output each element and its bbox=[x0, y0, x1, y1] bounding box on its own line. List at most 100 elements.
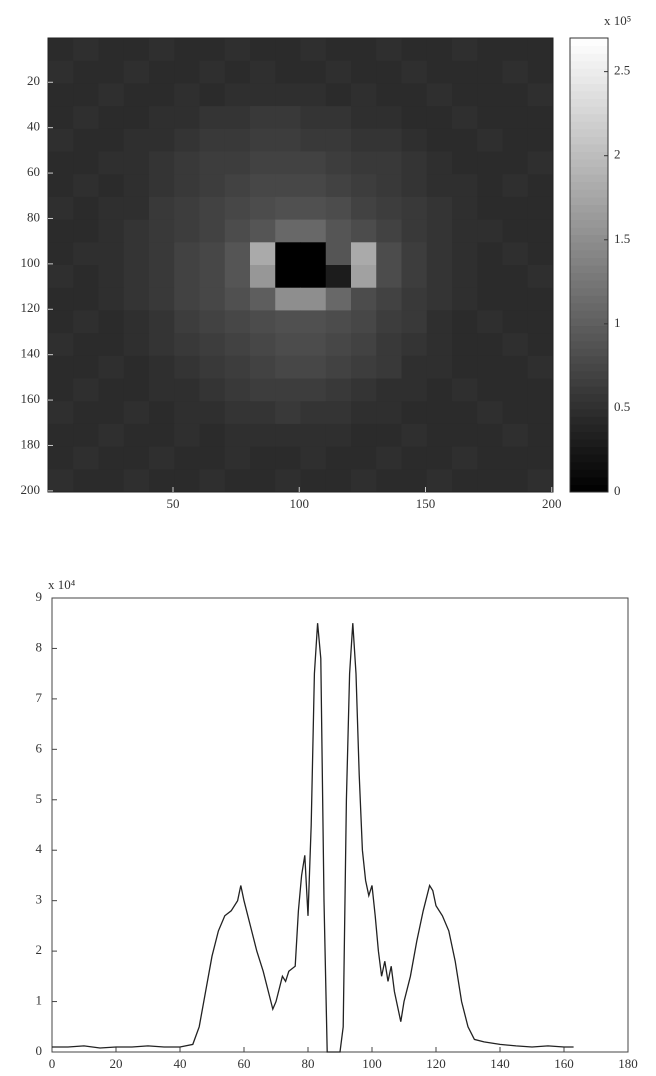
colorbar-step bbox=[570, 310, 608, 319]
heat-cell bbox=[199, 401, 226, 425]
y-tick-label: 0 bbox=[36, 1043, 43, 1058]
heat-cell bbox=[199, 38, 226, 62]
heat-cell bbox=[149, 287, 175, 311]
heat-cell bbox=[250, 355, 276, 379]
heat-cell bbox=[174, 106, 200, 130]
heat-cell bbox=[502, 355, 529, 379]
x-tick-label: 160 bbox=[554, 1056, 574, 1071]
colorbar-step bbox=[570, 181, 608, 190]
heat-cell bbox=[250, 333, 276, 357]
heat-cell bbox=[123, 174, 150, 198]
heat-cell bbox=[73, 333, 99, 357]
heat-cell bbox=[275, 310, 301, 334]
heat-cell bbox=[149, 378, 175, 402]
colorbar-step bbox=[570, 454, 608, 463]
heat-cell bbox=[123, 446, 150, 470]
heat-cell bbox=[98, 378, 125, 402]
heat-cell bbox=[174, 151, 200, 175]
colorbar-step bbox=[570, 204, 608, 213]
y-tick-label: 120 bbox=[21, 300, 41, 315]
heat-cell bbox=[300, 196, 327, 221]
heat-cell bbox=[123, 38, 150, 62]
heat-cell bbox=[351, 333, 377, 357]
heat-cell bbox=[275, 287, 301, 311]
heat-cell bbox=[73, 219, 99, 243]
heat-cell bbox=[477, 378, 503, 402]
y-tick-label: 60 bbox=[27, 164, 40, 179]
heat-cell bbox=[477, 265, 503, 289]
heat-cell bbox=[224, 378, 251, 402]
heat-cell bbox=[502, 401, 529, 425]
heat-cell bbox=[351, 310, 377, 334]
heat-cell bbox=[224, 446, 251, 470]
heat-cell bbox=[401, 196, 428, 221]
heat-cell bbox=[325, 242, 352, 266]
heat-cell bbox=[527, 401, 554, 425]
heat-cell bbox=[275, 401, 301, 425]
heat-cell bbox=[123, 196, 150, 221]
x-tick-label: 80 bbox=[302, 1056, 315, 1071]
heat-cell bbox=[123, 469, 150, 493]
colorbar-step bbox=[570, 416, 608, 425]
heat-cell bbox=[502, 83, 529, 107]
heat-cell bbox=[275, 196, 301, 221]
heat-cell bbox=[73, 83, 99, 107]
heat-cell bbox=[98, 174, 125, 198]
colorbar-step bbox=[570, 363, 608, 372]
heat-cell bbox=[502, 333, 529, 357]
heat-cell bbox=[250, 151, 276, 175]
heat-cell bbox=[48, 265, 74, 289]
heat-cell bbox=[250, 423, 276, 448]
y-tick-label: 5 bbox=[36, 791, 43, 806]
heat-cell bbox=[426, 423, 453, 448]
heat-cell bbox=[452, 378, 478, 402]
heat-cell bbox=[48, 378, 74, 402]
colorbar-step bbox=[570, 189, 608, 198]
heat-cell bbox=[149, 219, 175, 243]
x-tick-label: 200 bbox=[542, 496, 562, 511]
heat-cell bbox=[325, 469, 352, 493]
heat-cell bbox=[250, 446, 276, 470]
heat-cell bbox=[149, 333, 175, 357]
heat-cell bbox=[123, 423, 150, 448]
heat-cell bbox=[477, 106, 503, 130]
heat-cell bbox=[527, 423, 554, 448]
y-tick-label: 100 bbox=[21, 255, 41, 270]
y-tick-label: 7 bbox=[36, 690, 43, 705]
heat-cell bbox=[527, 38, 554, 62]
heat-cell bbox=[300, 401, 327, 425]
heat-cell bbox=[477, 287, 503, 311]
heat-cell bbox=[199, 378, 226, 402]
colorbar-step bbox=[570, 333, 608, 342]
heat-cell bbox=[149, 355, 175, 379]
heat-cell bbox=[351, 469, 377, 493]
colorbar-step bbox=[570, 439, 608, 448]
heat-cell bbox=[275, 469, 301, 493]
colorbar-step bbox=[570, 431, 608, 440]
heat-cell bbox=[250, 242, 276, 266]
colorbar-step bbox=[570, 106, 608, 115]
heat-cell bbox=[401, 446, 428, 470]
heat-cell bbox=[452, 38, 478, 62]
heat-cell bbox=[376, 219, 402, 243]
heat-cell bbox=[199, 83, 226, 107]
heat-cell bbox=[174, 265, 200, 289]
heat-cell bbox=[452, 151, 478, 175]
heat-cell bbox=[502, 174, 529, 198]
heat-cell bbox=[149, 60, 175, 84]
heat-cell bbox=[452, 355, 478, 379]
heat-cell bbox=[149, 310, 175, 334]
heat-cell bbox=[426, 242, 453, 266]
x-tick-label: 150 bbox=[416, 496, 436, 511]
heat-cell bbox=[376, 310, 402, 334]
heat-cell bbox=[351, 106, 377, 130]
colorbar-step bbox=[570, 249, 608, 258]
heat-cell bbox=[123, 83, 150, 107]
heat-cell bbox=[527, 242, 554, 266]
x-tick-label: 100 bbox=[289, 496, 309, 511]
heat-cell bbox=[401, 378, 428, 402]
heat-cell bbox=[224, 287, 251, 311]
heat-cell bbox=[477, 174, 503, 198]
colorbar-step bbox=[570, 355, 608, 364]
heat-cell bbox=[73, 128, 99, 152]
